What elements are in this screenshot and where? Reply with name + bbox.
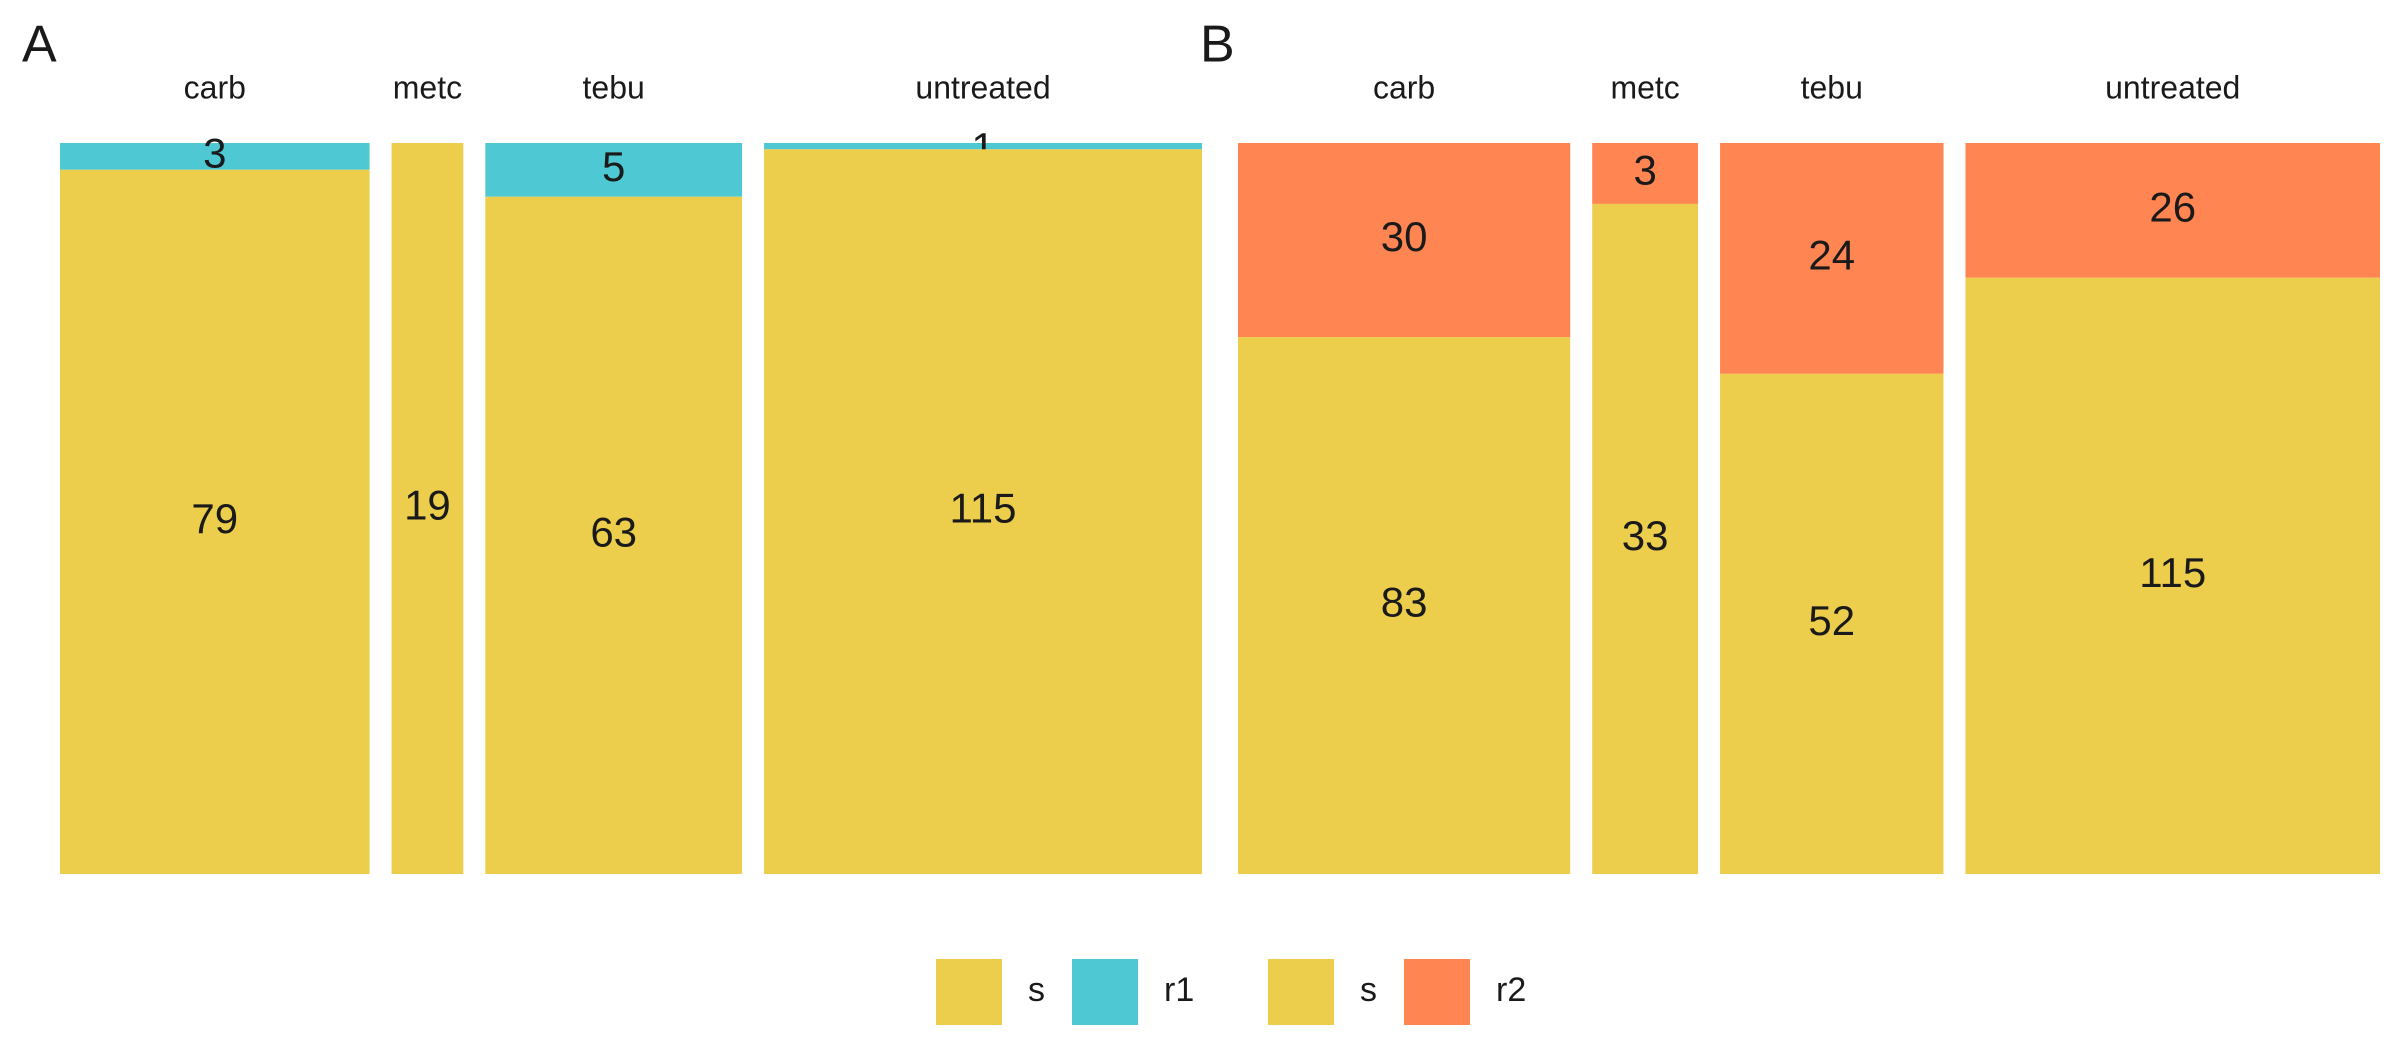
segment-carb-r1 xyxy=(60,143,370,170)
column-label-carb: carb xyxy=(1373,69,1435,105)
segment-carb-s xyxy=(60,169,370,874)
segment-tebu-s xyxy=(485,196,743,874)
legend-label-r2: r2 xyxy=(1496,971,1526,1009)
count-label-carb-s: 79 xyxy=(191,495,238,542)
segment-metc-s xyxy=(1592,203,1699,874)
legend-label-s: s xyxy=(1360,971,1377,1009)
segment-carb-r2 xyxy=(1238,143,1571,338)
panel-label: A xyxy=(22,16,57,74)
count-label-untreated-r2: 26 xyxy=(2149,183,2196,230)
count-label-carb-s: 83 xyxy=(1381,579,1428,626)
legend-key-s xyxy=(1268,959,1334,1025)
count-label-untreated-s: 115 xyxy=(2139,549,2206,596)
panels-layer: Acarb379metc19tebu563untreated1115Bcarb3… xyxy=(22,16,2380,874)
legend-key-r2 xyxy=(1404,959,1470,1025)
legend-key-r1 xyxy=(1072,959,1138,1025)
segment-untreated-r1 xyxy=(764,143,1202,150)
segment-untreated-r2 xyxy=(1965,143,2380,278)
segment-metc-s xyxy=(391,143,464,874)
column-label-tebu: tebu xyxy=(1801,69,1863,105)
legend-group-1: s r1 xyxy=(936,959,1194,1025)
count-label-tebu-s: 52 xyxy=(1808,597,1855,644)
count-label-carb-r1: 3 xyxy=(203,129,226,176)
segment-tebu-r1 xyxy=(485,143,743,197)
legend-key-s xyxy=(936,959,1002,1025)
legend-group-2: s r2 xyxy=(1268,959,1526,1025)
segment-untreated-s xyxy=(1965,277,2380,874)
column-label-metc: metc xyxy=(393,69,462,105)
column-label-untreated: untreated xyxy=(2105,69,2240,105)
column-label-untreated: untreated xyxy=(915,69,1050,105)
count-label-tebu-s: 63 xyxy=(590,508,637,555)
count-label-untreated-s: 115 xyxy=(950,485,1017,532)
legend-label-s: s xyxy=(1028,971,1045,1009)
segment-tebu-s xyxy=(1720,373,1944,874)
count-label-metc-r2: 3 xyxy=(1633,147,1656,194)
column-label-metc: metc xyxy=(1610,69,1679,105)
segment-carb-s xyxy=(1238,337,1571,874)
legend: s r1 s r2 xyxy=(936,959,1526,1025)
segment-tebu-r2 xyxy=(1720,143,1944,374)
count-label-carb-r2: 30 xyxy=(1381,213,1428,260)
legend-label-r1: r1 xyxy=(1164,971,1194,1009)
segment-metc-r2 xyxy=(1592,143,1699,204)
count-label-metc-s: 33 xyxy=(1622,512,1669,559)
count-label-tebu-r1: 5 xyxy=(602,143,625,190)
column-label-tebu: tebu xyxy=(583,69,645,105)
segment-untreated-s xyxy=(764,149,1202,874)
column-label-carb: carb xyxy=(184,69,246,105)
count-label-tebu-r2: 24 xyxy=(1808,232,1855,279)
panel-label: B xyxy=(1200,16,1235,74)
count-label-metc-s: 19 xyxy=(404,482,451,529)
